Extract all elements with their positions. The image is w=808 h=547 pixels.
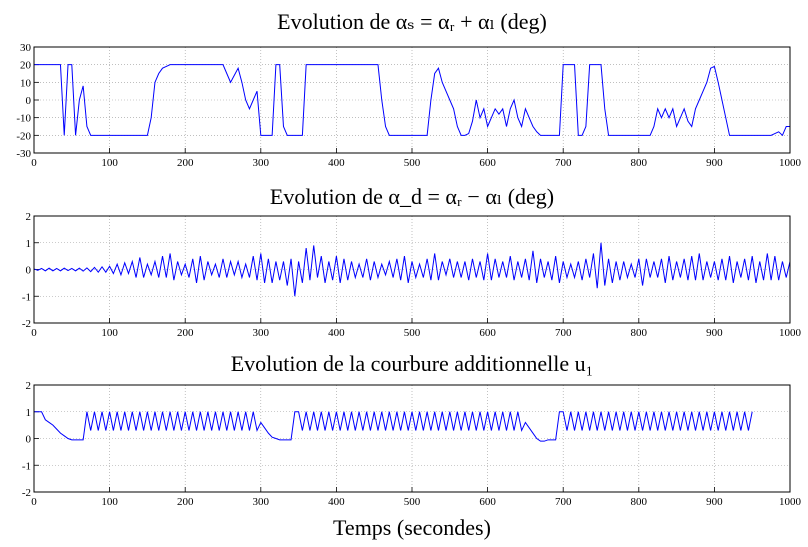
x-tick-label: 1000	[779, 327, 802, 339]
x-tick-label: 1000	[779, 157, 802, 169]
x-axis-label: Temps (secondes)	[333, 515, 491, 540]
y-tick-label: 2	[26, 380, 32, 392]
x-tick-label: 300	[253, 327, 270, 339]
x-tick-label: 500	[404, 157, 421, 169]
axes-box	[33, 384, 791, 493]
y-tick-label: -30	[16, 148, 31, 160]
x-tick-label: 600	[479, 157, 496, 169]
data-line	[33, 242, 791, 297]
axes-box	[33, 215, 791, 324]
x-tick-label: 300	[253, 157, 270, 169]
x-tick-label: 800	[631, 327, 648, 339]
axes-box	[33, 46, 791, 154]
subplot: Evolution de α_d = αᵣ − αₗ (deg) 0 100 200 3…	[22, 184, 802, 339]
x-tick-label: 200	[177, 327, 194, 339]
chart-title: Evolution de la courbure additionnelle u…	[231, 351, 594, 376]
y-tick-label: 0	[26, 434, 32, 446]
x-tick-label: 200	[177, 496, 194, 508]
x-tick-label: 0	[31, 327, 37, 339]
x-tick-label: 600	[479, 496, 496, 508]
y-tick-label: 2	[26, 211, 32, 223]
x-tick-label: 900	[706, 496, 723, 508]
y-tick-label: -2	[22, 318, 31, 330]
y-tick-label: 1	[26, 407, 32, 419]
y-tick-label: -2	[22, 487, 31, 499]
y-tick-label: 20	[20, 60, 32, 72]
y-tick-label: 0	[26, 265, 32, 277]
y-tick-label: 10	[20, 77, 32, 89]
x-tick-label: 200	[177, 157, 194, 169]
x-tick-label: 800	[631, 496, 648, 508]
y-tick-label: -1	[22, 291, 31, 303]
subplot: Evolution de la courbure additionnelle u…	[22, 351, 802, 540]
x-tick-label: 100	[101, 327, 118, 339]
y-tick-label: -10	[16, 113, 31, 125]
y-tick-label: -1	[22, 460, 31, 472]
x-tick-label: 1000	[779, 496, 802, 508]
y-tick-label: 0	[26, 95, 32, 107]
x-tick-label: 400	[328, 157, 345, 169]
x-tick-label: 700	[555, 157, 572, 169]
x-tick-label: 100	[101, 157, 118, 169]
x-tick-label: 0	[31, 157, 37, 169]
x-tick-label: 900	[706, 157, 723, 169]
x-tick-label: 400	[328, 327, 345, 339]
subplot: Evolution de αₛ = αᵣ + αₗ (deg)0 100 200 30…	[16, 9, 801, 169]
x-tick-label: 700	[555, 496, 572, 508]
x-tick-label: 500	[404, 327, 421, 339]
x-tick-label: 500	[404, 496, 421, 508]
y-tick-label: -20	[16, 130, 31, 142]
x-tick-label: 900	[706, 327, 723, 339]
x-tick-label: 300	[253, 496, 270, 508]
x-tick-label: 700	[555, 327, 572, 339]
chart-title: Evolution de αₛ = αᵣ + αₗ (deg)	[277, 9, 547, 34]
x-tick-label: 0	[31, 496, 37, 508]
data-line	[34, 411, 753, 442]
chart-title: Evolution de α_d = αᵣ − αₗ (deg)	[270, 184, 554, 209]
data-line	[34, 64, 790, 137]
x-tick-label: 800	[631, 157, 648, 169]
x-tick-label: 600	[479, 327, 496, 339]
y-tick-label: 1	[26, 238, 32, 250]
x-tick-label: 100	[101, 496, 118, 508]
y-tick-label: 30	[20, 42, 32, 54]
x-tick-label: 400	[328, 496, 345, 508]
